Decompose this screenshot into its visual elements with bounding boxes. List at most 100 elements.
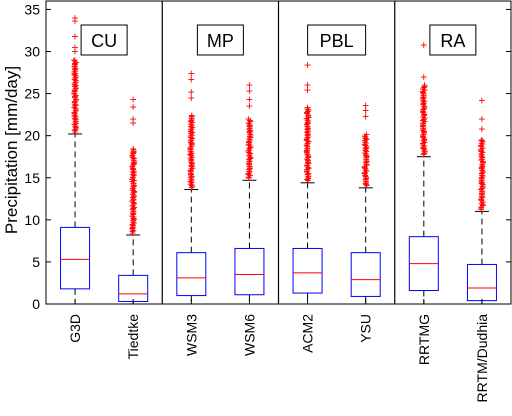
outlier-wsm6: + (246, 153, 253, 167)
outlier-rrtmg: + (420, 116, 427, 130)
outlier-tiedtke: + (129, 165, 136, 179)
outlier-acm2: + (304, 101, 311, 115)
outlier-acm2: + (304, 172, 311, 186)
outlier-wsm3: + (188, 180, 195, 194)
outlier-g3d: + (71, 91, 78, 105)
outlier-rrtm-dudhia: + (478, 142, 485, 156)
outlier-wsm6: + (246, 122, 253, 136)
outlier-acm2: + (304, 142, 311, 156)
outlier-g3d: + (71, 68, 78, 82)
outlier-tiedtke: + (130, 183, 137, 197)
outlier-wsm6: + (247, 169, 254, 183)
outlier-wsm3: + (189, 132, 196, 146)
outlier-ysu: + (363, 132, 370, 146)
outlier-rrtmg: + (420, 148, 427, 162)
outlier-wsm6: + (246, 159, 253, 173)
outlier-g3d: + (72, 93, 79, 107)
outlier-ysu: + (363, 158, 370, 172)
outlier-rrtm-dudhia: + (478, 133, 485, 147)
outlier-ysu: + (362, 131, 369, 145)
outlier-rrtm-dudhia: + (478, 160, 485, 174)
outlier-rrtmg: + (420, 104, 427, 118)
outlier-acm2: + (304, 129, 311, 143)
outlier-rrtm-dudhia: + (478, 167, 485, 181)
outlier-rrtm-dudhia: + (478, 172, 485, 186)
outlier-rrtm-dudhia: + (479, 154, 486, 168)
outlier-rrtmg: + (421, 124, 428, 138)
outlier-wsm6: + (246, 161, 253, 175)
box-wsm3 (176, 252, 207, 297)
outlier-wsm3: + (187, 149, 194, 163)
outlier-tiedtke: + (129, 191, 136, 205)
outlier-acm2: + (304, 78, 311, 92)
outlier-wsm3: + (188, 169, 195, 183)
outlier-acm2: + (303, 146, 310, 160)
outlier-rrtmg: + (421, 101, 428, 115)
y-tick-label-10: 10 (24, 212, 40, 228)
outlier-acm2: + (305, 130, 312, 144)
outlier-g3d: + (72, 103, 79, 117)
outlier-rrtmg: + (419, 114, 426, 128)
outlier-wsm3: + (188, 173, 195, 187)
outlier-rrtm-dudhia: + (478, 170, 485, 184)
outlier-acm2: + (303, 138, 310, 152)
outlier-wsm6: + (247, 128, 254, 142)
outlier-rrtm-dudhia: + (479, 151, 486, 165)
outlier-acm2: + (304, 120, 311, 134)
outlier-tiedtke: + (130, 170, 137, 184)
outlier-tiedtke: + (129, 194, 136, 208)
y-tick-label-25: 25 (24, 86, 40, 102)
outlier-g3d: + (72, 75, 79, 89)
y-tick-label-5: 5 (32, 254, 40, 270)
outlier-wsm3: + (187, 124, 194, 138)
outlier-tiedtke: + (129, 163, 136, 177)
outlier-wsm3: + (187, 129, 194, 143)
outlier-rrtm-dudhia: + (479, 181, 486, 195)
outlier-acm2: + (305, 110, 312, 124)
outlier-tiedtke: + (130, 161, 137, 175)
outlier-wsm6: + (246, 154, 253, 168)
outlier-g3d: + (72, 82, 79, 96)
outlier-rrtmg: + (420, 106, 427, 120)
outlier-wsm6: + (245, 171, 252, 185)
outlier-rrtmg: + (420, 112, 427, 126)
outlier-rrtmg: + (420, 122, 427, 136)
outlier-g3d: + (72, 92, 79, 106)
outlier-g3d: + (71, 72, 78, 86)
outlier-g3d: + (71, 76, 78, 90)
outlier-tiedtke: + (130, 166, 137, 180)
outlier-rrtm-dudhia: + (478, 188, 485, 202)
outlier-wsm6: + (246, 118, 253, 132)
outlier-g3d: + (71, 87, 78, 101)
outlier-rrtmg: + (420, 88, 427, 102)
outlier-wsm3: + (188, 178, 195, 192)
outlier-ysu: + (363, 142, 370, 156)
outlier-rrtm-dudhia: + (479, 152, 486, 166)
outlier-ysu: + (361, 135, 368, 149)
outlier-acm2: + (304, 116, 311, 130)
outlier-wsm3: + (187, 147, 194, 161)
outlier-tiedtke: + (129, 148, 136, 162)
box-wsm6 (234, 247, 265, 296)
x-tick-label-ysu: YSU (358, 314, 374, 343)
outlier-tiedtke: + (130, 212, 137, 226)
outlier-g3d: + (71, 118, 78, 132)
outlier-acm2: + (304, 115, 311, 129)
group-label-mp: MP (207, 31, 234, 51)
outlier-wsm6: + (246, 92, 253, 106)
outlier-wsm6: + (246, 99, 253, 113)
outlier-ysu: + (363, 136, 370, 150)
outlier-tiedtke: + (130, 152, 137, 166)
outlier-wsm6: + (247, 127, 254, 141)
outlier-g3d: + (71, 54, 78, 68)
outlier-wsm6: + (247, 121, 254, 135)
box-ysu (350, 252, 381, 297)
outlier-rrtmg: + (421, 143, 428, 157)
outlier-rrtmg: + (419, 128, 426, 142)
outlier-acm2: + (304, 137, 311, 151)
outlier-wsm3: + (188, 160, 195, 174)
outlier-wsm3: + (189, 121, 196, 135)
outlier-rrtm-dudhia: + (478, 191, 485, 205)
outlier-ysu: + (362, 130, 369, 144)
outlier-ysu: + (362, 141, 369, 155)
